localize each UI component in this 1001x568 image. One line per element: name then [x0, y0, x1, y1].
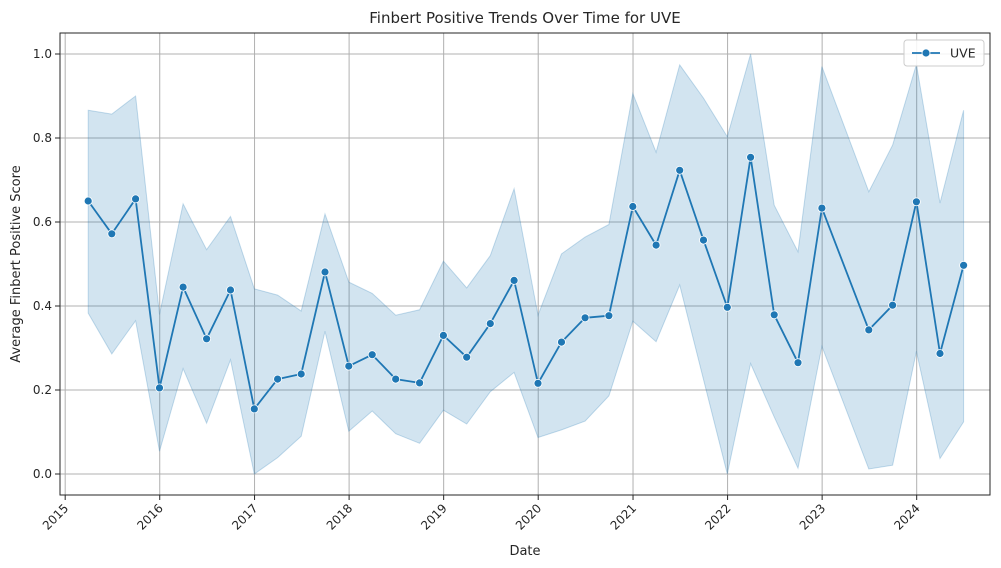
- y-tick-label: 0.6: [33, 215, 52, 229]
- data-point: [651, 240, 661, 250]
- data-point: [817, 203, 827, 213]
- data-point: [107, 229, 117, 239]
- data-point: [864, 325, 874, 335]
- data-point: [155, 383, 164, 393]
- data-point: [178, 282, 188, 292]
- y-tick-label: 0.2: [33, 383, 52, 397]
- x-tick-label: 2016: [134, 501, 165, 532]
- data-point: [793, 358, 803, 368]
- data-point: [391, 374, 401, 384]
- data-point: [888, 300, 897, 310]
- confidence-band: [87, 53, 965, 475]
- series-markers: [83, 152, 968, 414]
- data-point: [438, 330, 448, 340]
- x-tick-label: 2017: [229, 501, 260, 532]
- data-point: [367, 350, 377, 360]
- data-point: [344, 361, 354, 371]
- data-point: [959, 260, 968, 270]
- data-point: [226, 285, 235, 295]
- data-point: [557, 337, 566, 347]
- data-point: [83, 196, 93, 206]
- chart-title: Finbert Positive Trends Over Time for UV…: [369, 9, 680, 27]
- data-point: [912, 197, 921, 207]
- data-point: [935, 349, 945, 358]
- plot-frame: [59, 32, 991, 496]
- data-point: [462, 352, 472, 362]
- y-tick-label: 0.0: [33, 467, 52, 481]
- data-point: [202, 334, 212, 344]
- x-tick-label: 2021: [608, 501, 639, 532]
- data-point: [675, 165, 685, 175]
- data-point: [296, 369, 306, 379]
- y-axis-label: Average Finbert Positive Score: [9, 165, 24, 362]
- data-point: [604, 311, 614, 321]
- x-axis-ticks: 2015 2016 2017 2018 2019 2020 2021 2022 2023 2024: [40, 495, 923, 533]
- legend-marker-swatch: [921, 48, 931, 58]
- x-tick-label: 2018: [324, 501, 355, 532]
- data-point: [722, 302, 732, 312]
- x-tick-label: 2019: [418, 501, 449, 532]
- data-point: [746, 152, 755, 162]
- data-point: [415, 378, 425, 388]
- x-tick-label: 2022: [702, 501, 733, 532]
- data-point: [273, 374, 283, 384]
- y-tick-label: 1.0: [33, 47, 52, 61]
- gridlines: [60, 33, 990, 495]
- y-tick-label: 0.8: [33, 131, 52, 145]
- data-point: [485, 319, 495, 329]
- y-axis-ticks: 0.0 0.2 0.4 0.6 0.8 1.0: [33, 47, 60, 481]
- data-point: [769, 310, 779, 320]
- data-point: [580, 313, 590, 323]
- confidence-band-area: [87, 53, 965, 475]
- data-point: [533, 378, 543, 388]
- legend-label-uve: UVE: [950, 46, 976, 61]
- data-point: [131, 194, 141, 204]
- x-tick-label: 2024: [891, 501, 922, 532]
- data-point: [628, 202, 638, 211]
- data-point: [249, 404, 259, 414]
- x-axis-label: Date: [509, 544, 540, 559]
- x-tick-label: 2023: [797, 501, 828, 532]
- data-point: [699, 235, 708, 245]
- data-point: [320, 267, 330, 277]
- data-point: [509, 275, 519, 285]
- x-tick-label: 2020: [513, 501, 544, 532]
- y-tick-label: 0.4: [33, 299, 52, 313]
- x-tick-label: 2015: [40, 501, 71, 532]
- legend-box: [903, 39, 985, 67]
- legend: UVE: [903, 39, 985, 67]
